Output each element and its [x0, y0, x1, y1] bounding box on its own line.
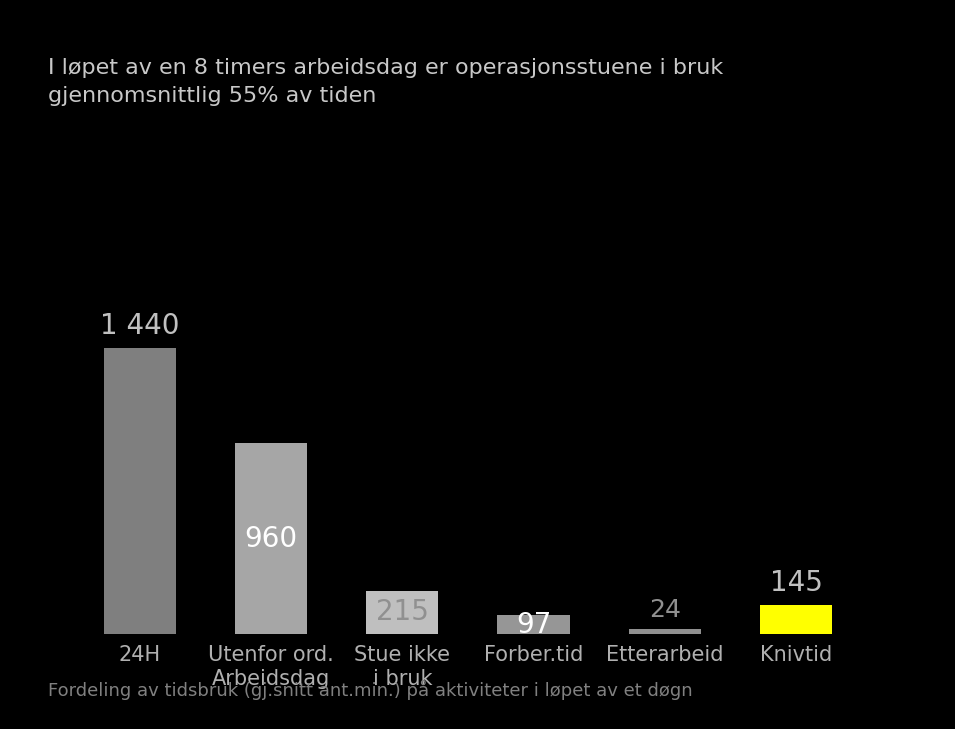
Text: 215: 215 — [376, 598, 429, 626]
Bar — [628, 629, 701, 634]
Bar — [498, 615, 570, 634]
Bar — [235, 443, 308, 634]
Text: 145: 145 — [770, 569, 822, 598]
Bar — [103, 348, 176, 634]
Text: Fordeling av tidsbruk (gj.snitt ant.min.) på aktiviteter i løpet av et døgn: Fordeling av tidsbruk (gj.snitt ant.min.… — [48, 679, 692, 700]
Bar — [760, 605, 833, 634]
Text: 1 440: 1 440 — [100, 312, 180, 340]
Text: I løpet av en 8 timers arbeidsdag er operasjonsstuene i bruk
gjennomsnittlig 55%: I løpet av en 8 timers arbeidsdag er ope… — [48, 58, 723, 106]
Text: 960: 960 — [244, 525, 298, 553]
Text: 24: 24 — [648, 598, 681, 622]
Text: 97: 97 — [516, 611, 551, 639]
Bar — [366, 591, 438, 634]
